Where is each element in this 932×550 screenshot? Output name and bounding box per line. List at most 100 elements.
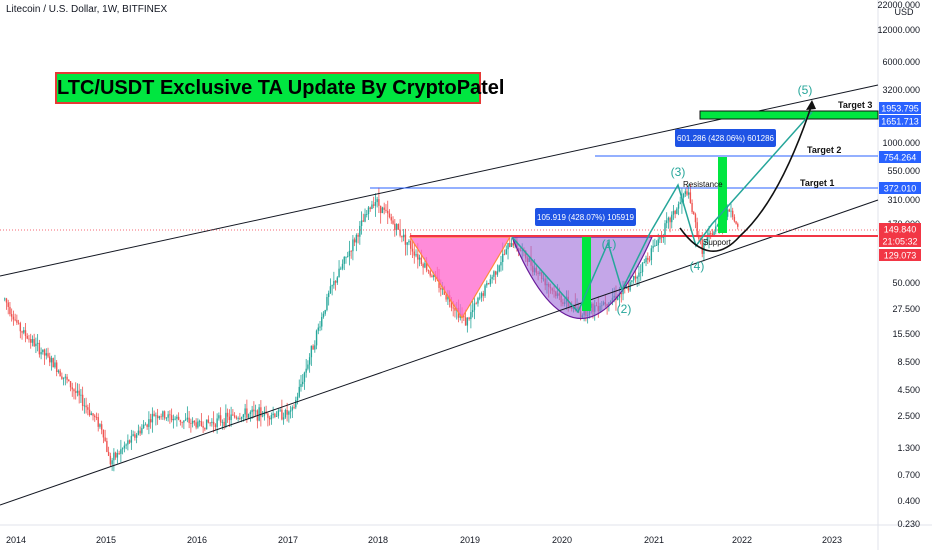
time-axis-tick-label: 2020 (552, 535, 572, 545)
candle-body (647, 257, 649, 260)
candle-body (471, 310, 474, 313)
candle-body (90, 413, 92, 416)
candle-body (123, 445, 126, 449)
time-axis-tick-label: 2016 (187, 535, 207, 545)
candle-body (334, 281, 337, 283)
candle-body (464, 317, 467, 326)
candle-body (64, 376, 67, 378)
price-badge: 1953.795 (879, 102, 921, 114)
candle-body (489, 279, 492, 285)
candle-body (374, 202, 377, 206)
price-badge-text: 372.010 (884, 184, 917, 194)
candle-body (23, 330, 25, 333)
candle-body (188, 417, 190, 424)
time-axis-tick-label: 2019 (460, 535, 480, 545)
candle-body (687, 192, 690, 195)
candle-body (95, 417, 98, 418)
candle-body (498, 265, 500, 272)
candle-body (52, 358, 54, 368)
candle-body (139, 430, 141, 434)
candle-body (107, 451, 110, 456)
candle-body (35, 343, 37, 347)
candle-body (480, 293, 483, 298)
candle-body (684, 191, 687, 194)
candle-body (275, 415, 278, 417)
price-axis-tick-label: 6000.000 (882, 57, 920, 67)
candle-body (144, 424, 147, 426)
candle-body (235, 417, 238, 419)
candle-body (433, 274, 435, 278)
candle-body (104, 437, 106, 441)
measure-tooltip-2-bg (675, 129, 776, 147)
candle-body (440, 287, 442, 290)
candle-body (367, 207, 370, 215)
price-axis-tick-label: 550.000 (887, 166, 920, 176)
candle-body (348, 250, 351, 257)
candle-body (669, 217, 671, 223)
candle-body (415, 254, 417, 256)
candle-body (338, 268, 340, 278)
price-badge-text: 129.073 (884, 251, 917, 261)
price-badge-bg (879, 249, 921, 261)
time-axis-tick-label: 2014 (6, 535, 26, 545)
candle-body (49, 356, 51, 363)
candle-body (395, 224, 398, 231)
candle-body (657, 239, 659, 246)
candle-body (181, 421, 183, 423)
price-axis-tick-label: 1000.000 (882, 138, 920, 148)
price-badge: 21:05:32 (879, 235, 921, 247)
candle-body (463, 315, 465, 318)
candle-body (477, 297, 479, 304)
candle-body (205, 419, 208, 430)
candle-body (272, 413, 274, 416)
candle-body (19, 323, 22, 332)
candle-body (30, 339, 32, 343)
candle-body (179, 419, 182, 422)
candle-body (172, 419, 175, 421)
price-axis-tick-label: 3200.000 (882, 85, 920, 95)
candle-body (302, 381, 304, 385)
candle-body (130, 435, 133, 443)
candle-body (667, 217, 670, 221)
candle-body (315, 330, 318, 346)
candle-body (359, 225, 361, 237)
price-axis-tick-label: 50.000 (892, 278, 920, 288)
candle-body (314, 345, 316, 350)
candle-body (715, 226, 717, 232)
price-axis-tick-label: 4.500 (897, 385, 920, 395)
candle-body (202, 425, 204, 428)
candle-body (703, 242, 705, 254)
candle-body (486, 283, 488, 286)
candle-body (625, 287, 628, 289)
candle-body (24, 330, 27, 336)
candle-body (429, 271, 431, 276)
candle-body (659, 236, 661, 240)
target-2-label: Target 2 (807, 145, 841, 155)
time-axis-tick-label: 2021 (644, 535, 664, 545)
candle-body (447, 295, 449, 300)
candle-body (151, 413, 154, 423)
candle-body (14, 319, 16, 321)
candle-body (36, 342, 39, 344)
candle-body (191, 420, 194, 424)
candle-body (50, 358, 53, 363)
price-axis-tick-label: 12000.000 (877, 25, 920, 35)
candle-body (212, 421, 215, 425)
candle-body (676, 208, 678, 214)
candle-body (162, 411, 164, 417)
candle-body (305, 368, 307, 373)
time-axis-tick-label: 2017 (278, 535, 298, 545)
candle-body (109, 455, 112, 465)
candle-body (137, 430, 140, 435)
support-bowl-curve (679, 227, 741, 252)
candle-body (450, 301, 453, 308)
candle-body (326, 297, 328, 311)
candle-body (406, 242, 408, 245)
candle-body (218, 415, 220, 419)
candle-body (174, 418, 176, 420)
candle-body (679, 202, 681, 205)
candle-body (277, 410, 280, 416)
candle-body (219, 415, 222, 423)
candle-body (617, 297, 619, 300)
candle-body (387, 210, 389, 214)
